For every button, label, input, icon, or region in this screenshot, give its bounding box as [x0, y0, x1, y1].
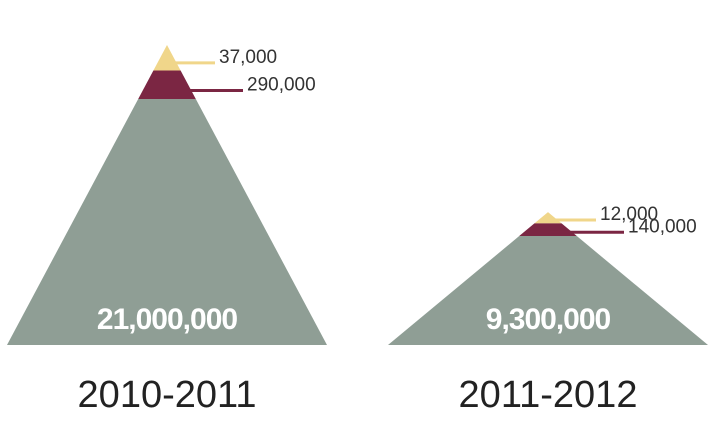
pyramid-layer — [153, 45, 181, 71]
pyramid-layer — [138, 70, 196, 99]
value-label: 21,000,000 — [97, 303, 237, 336]
pyramid-layer — [388, 236, 708, 345]
pyramid-layer — [534, 212, 562, 224]
value-label: 290,000 — [247, 74, 316, 95]
value-label: 9,300,000 — [486, 303, 611, 336]
value-label: 140,000 — [628, 216, 697, 237]
category-label: 2011-2012 — [459, 374, 638, 416]
pyramid-layer — [7, 99, 327, 345]
value-label: 37,000 — [219, 47, 277, 68]
category-label: 2010-2011 — [78, 374, 257, 416]
value-label: 12,000 — [600, 204, 658, 225]
pyramid-layer — [519, 223, 577, 237]
